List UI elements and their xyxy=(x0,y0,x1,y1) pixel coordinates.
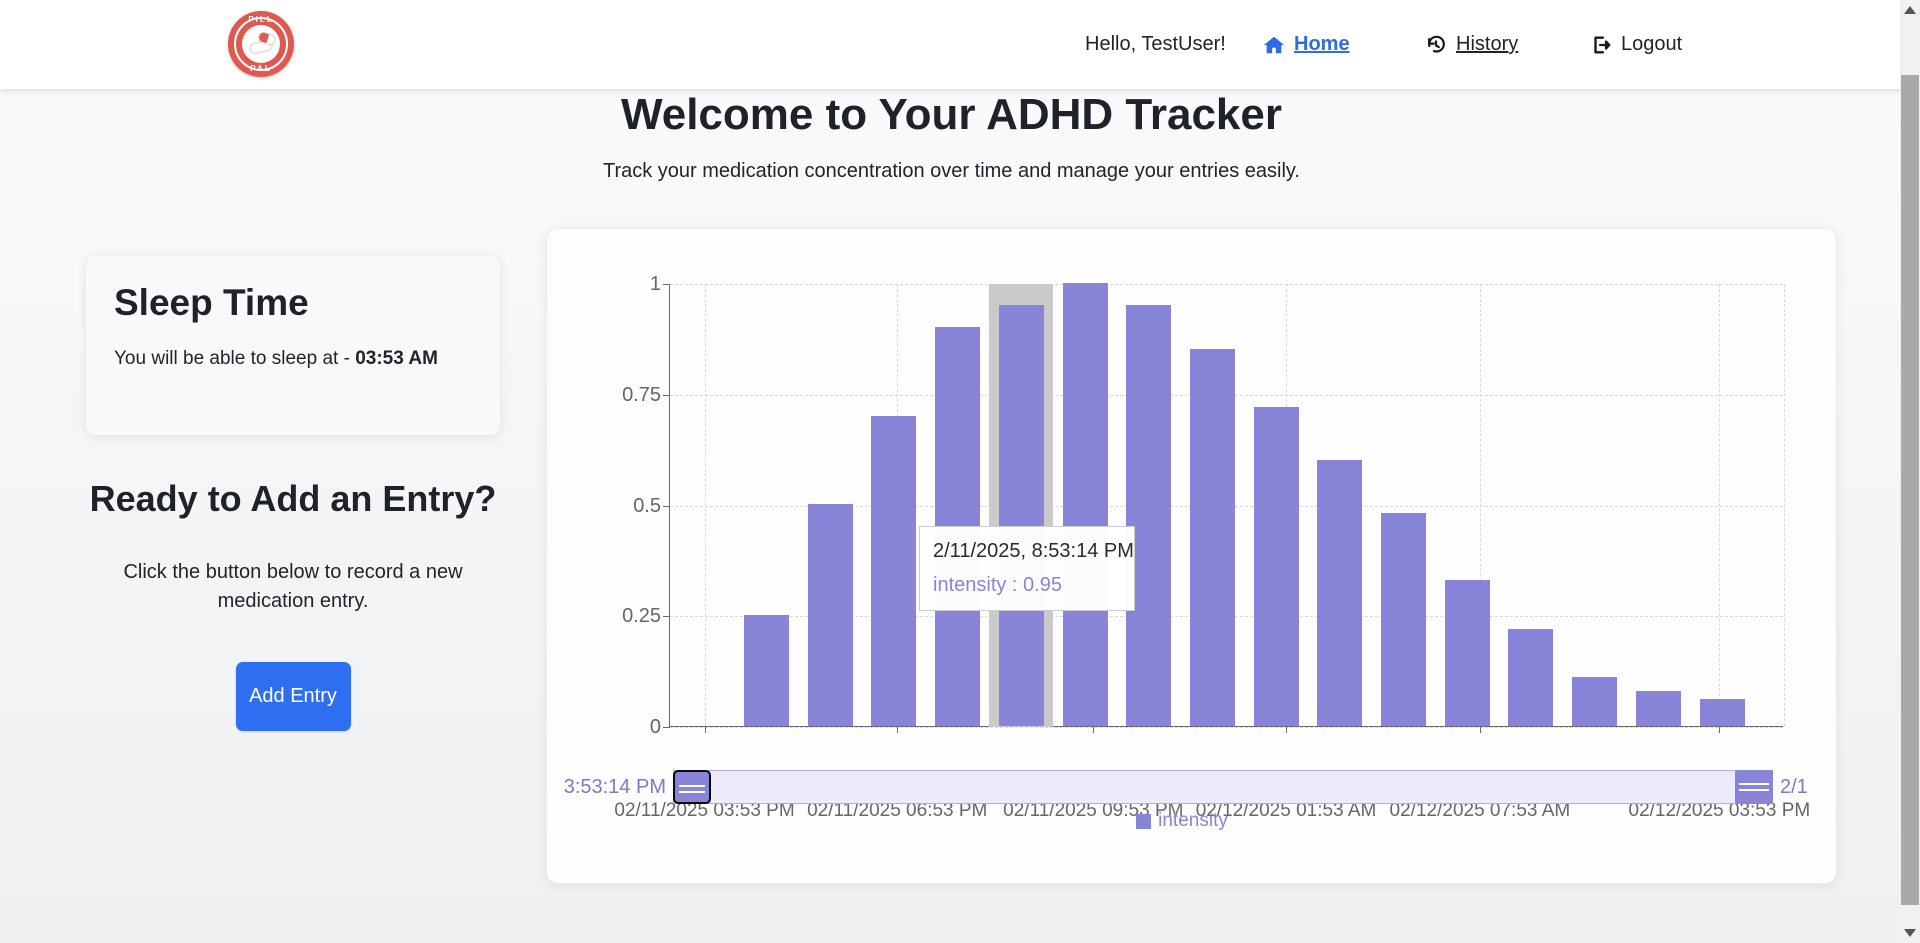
add-entry-button[interactable]: Add Entry xyxy=(235,662,351,731)
nav-home-label: Home xyxy=(1294,33,1350,55)
scroll-down-icon[interactable] xyxy=(1904,929,1916,937)
x-axis-tick xyxy=(1479,726,1481,733)
x-axis-tick xyxy=(897,726,899,733)
intensity-bar[interactable] xyxy=(1572,677,1618,726)
add-entry-section: Ready to Add an Entry? Click the button … xyxy=(86,478,500,731)
intensity-bar[interactable] xyxy=(1253,407,1299,726)
pillpal-logo-icon[interactable]: PILL PAL xyxy=(228,11,294,77)
brush-start-label: 3:53:14 PM xyxy=(563,776,666,798)
grid-line-vertical xyxy=(1784,284,1785,726)
x-axis-label: 02/12/2025 03:53 PM xyxy=(1628,800,1811,821)
sleep-time-value: 03:53 AM xyxy=(355,348,438,369)
tooltip-value: intensity : 0.95 xyxy=(933,574,1062,596)
intensity-bar[interactable] xyxy=(1189,349,1235,726)
intensity-bar[interactable] xyxy=(1508,629,1554,726)
x-axis-label: 02/11/2025 03:53 PM xyxy=(614,800,795,821)
x-axis-tick xyxy=(1719,726,1721,733)
intensity-bar[interactable] xyxy=(1062,283,1108,726)
nav-history-label: History xyxy=(1456,33,1519,55)
intensity-bar[interactable] xyxy=(744,615,789,726)
x-axis-label: 02/11/2025 06:53 PM xyxy=(807,800,988,821)
home-icon xyxy=(1263,34,1285,56)
history-icon xyxy=(1425,34,1447,56)
scroll-up-icon[interactable] xyxy=(1904,6,1916,14)
intensity-bar[interactable] xyxy=(1381,513,1426,726)
intensity-bar[interactable] xyxy=(1635,691,1681,726)
grid-line-vertical xyxy=(1719,284,1721,726)
scrollbar-thumb[interactable] xyxy=(1901,75,1919,905)
navbar: PILL PAL Hello, TestUser! Home History L… xyxy=(0,0,1920,89)
add-entry-description: Click the button below to record a new m… xyxy=(123,561,463,612)
y-axis-tick xyxy=(663,394,670,396)
x-axis-tick xyxy=(704,726,706,733)
y-axis-tick xyxy=(663,505,670,507)
y-axis-tick xyxy=(663,727,670,728)
sleep-text-prefix: You will be able to sleep at - xyxy=(114,348,356,369)
intensity-bar[interactable] xyxy=(1317,460,1363,726)
intensity-bar[interactable] xyxy=(1126,305,1172,726)
x-axis-label: 02/12/2025 01:53 AM xyxy=(1195,800,1377,821)
grid-line-horizontal xyxy=(670,727,1783,728)
brush-left-handle[interactable] xyxy=(673,770,711,804)
plot-area[interactable]: 1 0.75 0.5 0.25 0 02/11/2025 03:53 PM 02/11/20… xyxy=(614,273,1810,821)
brush-right-handle[interactable] xyxy=(1735,770,1773,804)
logo-ring xyxy=(234,17,288,71)
y-axis-label: 0.5 xyxy=(633,494,661,517)
page-title: Welcome to Your ADHD Tracker xyxy=(620,90,1282,139)
x-axis-label: 02/12/2025 07:53 AM xyxy=(1389,800,1571,821)
logo-bottom-text: PAL xyxy=(250,64,272,73)
vertical-scrollbar[interactable] xyxy=(1900,0,1920,943)
grid-line-horizontal xyxy=(670,284,1783,285)
nav-link-home[interactable]: Home xyxy=(1263,0,1350,89)
chart-tooltip: 2/11/2025, 8:53:14 PM intensity : 0.95 xyxy=(919,526,1135,611)
nav-link-history[interactable]: History xyxy=(1425,0,1518,89)
brush-end-label: 2/1 xyxy=(1780,776,1808,798)
intensity-bar[interactable] xyxy=(807,504,853,726)
y-axis-tick xyxy=(663,284,670,285)
user-greeting: Hello, TestUser! xyxy=(1085,33,1226,55)
intensity-bar[interactable] xyxy=(871,416,917,726)
nav-logout-label: Logout xyxy=(1621,33,1683,55)
chart-card: 1 0.75 0.5 0.25 0 02/11/2025 03:53 PM 02/11/20… xyxy=(546,228,1837,884)
y-axis-label: 0.25 xyxy=(622,605,661,628)
intensity-bar[interactable] xyxy=(998,305,1044,726)
logo-top-text: PILL xyxy=(248,15,274,24)
y-axis-label: 1 xyxy=(649,273,661,295)
x-axis-tick xyxy=(1286,726,1288,733)
brush-slider[interactable] xyxy=(673,770,1773,804)
sleep-time-card: Sleep Time You will be able to sleep at … xyxy=(86,256,500,435)
chart-legend: intensity xyxy=(547,810,1817,832)
y-axis-label: 0 xyxy=(649,716,661,738)
y-axis-tick xyxy=(663,616,670,618)
y-axis-label: 0.75 xyxy=(622,383,661,406)
logout-icon xyxy=(1590,34,1612,56)
intensity-bar[interactable] xyxy=(1444,580,1490,726)
x-axis-tick xyxy=(1093,726,1095,733)
grid-line-vertical xyxy=(1479,284,1481,726)
logo-pills-icon xyxy=(242,25,280,63)
intensity-bar[interactable] xyxy=(1699,699,1745,726)
nav-link-logout[interactable]: Logout xyxy=(1590,0,1682,89)
grid-line-vertical xyxy=(704,284,706,726)
sleep-card-title: Sleep Time xyxy=(114,282,309,323)
tooltip-title: 2/11/2025, 8:53:14 PM xyxy=(933,540,1134,562)
page-subtitle: Track your medication concentration over… xyxy=(602,160,1300,182)
add-entry-title: Ready to Add an Entry? xyxy=(89,478,497,519)
legend-label: intensity xyxy=(1158,810,1228,831)
sleep-card-text: You will be able to sleep at - 03:53 AM xyxy=(114,348,472,370)
legend-swatch-icon xyxy=(1136,813,1152,829)
